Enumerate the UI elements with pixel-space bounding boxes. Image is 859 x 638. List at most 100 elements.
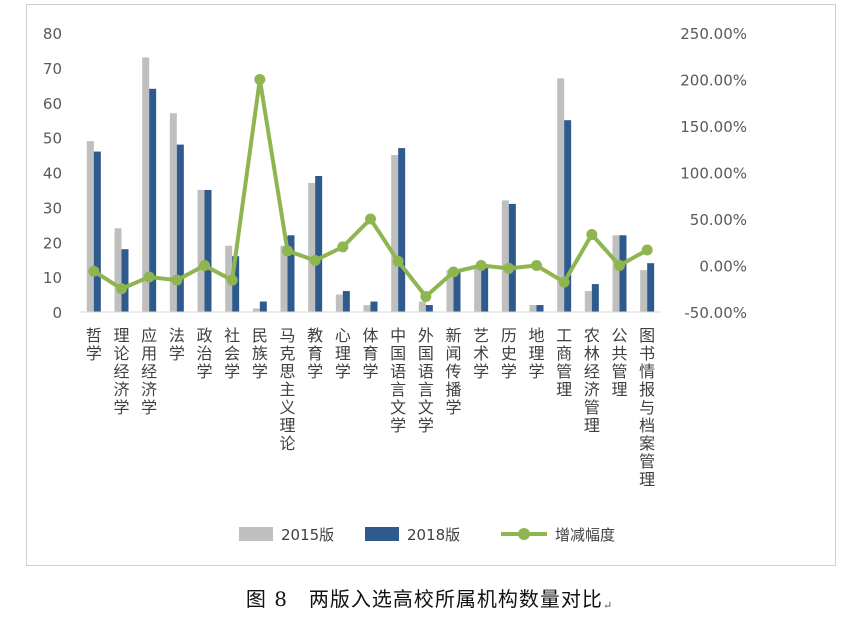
line-point-19: [614, 260, 625, 271]
bar-2015-4: [197, 189, 205, 312]
legend-swatch-2018: [365, 527, 399, 541]
y-left-tick-label: 40: [43, 165, 62, 183]
category-label: 公共管理: [611, 326, 627, 399]
line-point-14: [475, 260, 487, 271]
line-point-7: [282, 245, 293, 257]
line-point-2: [143, 271, 155, 283]
bar-2018-18: [591, 284, 599, 312]
y-right-tick-label: 250.00%: [680, 25, 747, 43]
line-point-11: [392, 255, 404, 267]
chart-canvas: 0 10 20 30 40 50 60 70 80 -50.00% 0.00% 50.00% 100.0…: [43, 25, 747, 544]
y-left-tick-label: 70: [43, 60, 62, 78]
line-point-10: [365, 213, 376, 225]
category-label: 图书情报与档案管理: [639, 326, 655, 489]
category-label: 外国语言文学: [418, 326, 434, 435]
return-mark: ↵: [602, 599, 614, 612]
bar-2018-4: [204, 189, 212, 312]
chart-frame: 0 10 20 30 40 50 60 70 80 -50.00% 0.00% 50.00% 100.0…: [26, 4, 836, 566]
category-label: 应用经济学: [141, 326, 157, 417]
bar-2018-16: [536, 305, 544, 312]
line-point-13: [448, 266, 459, 278]
category-label: 理论经济学: [113, 326, 129, 417]
line-point-12: [420, 290, 432, 302]
category-label: 马克思主义理论: [279, 326, 295, 453]
caption-text: 图 8 两版入选高校所属机构数量对比: [245, 587, 603, 611]
bar-2015-9: [335, 294, 343, 312]
line-point-1: [116, 283, 127, 295]
category-label: 法学: [169, 326, 185, 363]
category-label: 中国语言文学: [390, 326, 406, 435]
y-left-tick-label: 0: [52, 304, 62, 322]
bar-2015-1: [114, 228, 122, 312]
bar-2018-7: [287, 235, 295, 312]
bar-2015-6: [252, 308, 260, 312]
line-point-18: [586, 229, 598, 241]
bar-2015-19: [612, 235, 620, 312]
bar-2018-19: [619, 235, 627, 312]
legend-label-2018: 2018版: [407, 526, 460, 544]
category-label: 社会学: [224, 326, 240, 381]
category-label: 工商管理: [556, 326, 572, 399]
bar-2015-3: [169, 113, 177, 313]
legend-swatch-2015: [239, 527, 273, 541]
y-left-tick-label: 60: [43, 95, 62, 113]
bar-2018-14: [481, 266, 489, 312]
line-point-4: [199, 260, 210, 271]
bar-2018-8: [315, 175, 323, 312]
category-label: 艺术学: [473, 326, 489, 381]
category-label: 地理学: [528, 326, 544, 381]
bar-2015-10: [363, 305, 371, 312]
line-point-8: [309, 254, 321, 266]
bar-2015-15: [501, 200, 509, 312]
legend-label-change-rate: 增减幅度: [555, 526, 615, 544]
bar-2015-11: [391, 155, 399, 312]
bar-2018-13: [453, 270, 461, 312]
bar-2015-13: [446, 270, 454, 312]
bar-2015-8: [308, 182, 316, 312]
line-point-5: [226, 274, 238, 286]
category-label: 政治学: [196, 326, 212, 381]
category-label: 体育学: [362, 326, 378, 381]
y-right-tick-label: 150.00%: [680, 118, 747, 136]
line-point-20: [641, 244, 653, 256]
bar-2018-11: [398, 148, 406, 312]
y-right-tick-label: 50.00%: [690, 211, 747, 229]
category-label: 历史学: [501, 326, 517, 381]
category-label: 农林经济管理: [584, 326, 600, 435]
bar-2018-17: [564, 120, 572, 312]
category-label: 新闻传播学: [445, 326, 461, 417]
bar-2015-18: [584, 291, 592, 312]
bar-2015-12: [418, 301, 426, 312]
bar-2015-16: [529, 305, 537, 312]
figure-caption: 图 8 两版入选高校所属机构数量对比↵: [0, 583, 859, 612]
bar-2018-0: [93, 151, 101, 312]
y-left-tick-label: 10: [43, 269, 62, 287]
bar-2018-10: [370, 301, 378, 312]
legend-label-2015: 2015版: [281, 526, 334, 544]
line-point-15: [503, 262, 515, 274]
bar-2015-17: [557, 78, 565, 313]
line-point-3: [171, 274, 183, 286]
bar-2018-9: [342, 291, 350, 312]
y-left-tick-label: 20: [43, 234, 62, 252]
line-point-17: [558, 276, 570, 288]
y-right-tick-label: 0.00%: [699, 258, 747, 276]
bar-2015-14: [474, 266, 482, 312]
category-label: 心理学: [335, 326, 351, 381]
y-left-tick-label: 30: [43, 199, 62, 217]
bar-2015-7: [280, 245, 288, 312]
bar-2015-0: [86, 141, 94, 312]
category-label: 教育学: [307, 326, 323, 381]
y-right-tick-label: 200.00%: [680, 72, 747, 90]
bar-2018-2: [149, 88, 157, 312]
bar-2018-1: [121, 249, 129, 312]
line-point-6: [254, 74, 266, 85]
line-point-0: [88, 265, 100, 277]
bar-2018-20: [647, 263, 655, 312]
y-right-tick-label: -50.00%: [684, 304, 747, 322]
category-label: 民族学: [252, 326, 268, 381]
legend-marker-change-rate: [518, 528, 530, 540]
bar-2015-20: [640, 270, 648, 312]
y-right-tick-label: 100.00%: [680, 165, 747, 183]
y-left-tick-label: 80: [43, 25, 62, 43]
